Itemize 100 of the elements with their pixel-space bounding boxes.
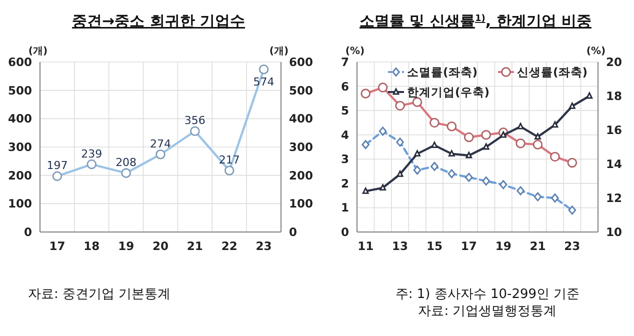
point xyxy=(430,162,438,171)
point xyxy=(516,138,526,148)
y-tick-label: 600 xyxy=(8,55,32,70)
x-tick-label: 15 xyxy=(426,239,442,253)
point xyxy=(446,121,457,132)
y-tick-label: 400 xyxy=(8,112,32,126)
point xyxy=(380,184,386,190)
point xyxy=(430,118,440,128)
x-tick-label: 19 xyxy=(495,239,512,253)
x-tick-label: 19 xyxy=(118,239,134,253)
data-label: 239 xyxy=(81,147,102,160)
point xyxy=(396,138,404,147)
point xyxy=(568,206,576,215)
point xyxy=(52,171,62,182)
point xyxy=(550,152,560,162)
point xyxy=(86,159,97,170)
y2-tick-label: 20 xyxy=(606,55,622,70)
y-tick-label: 1 xyxy=(340,200,349,215)
text: 자료: 중견기업 기본통계 xyxy=(28,287,171,302)
point xyxy=(378,82,388,92)
y-tick-label: 3 xyxy=(340,152,349,166)
x-tick-label: 13 xyxy=(392,239,408,253)
point xyxy=(482,176,490,186)
point xyxy=(224,166,234,176)
data-label: 197 xyxy=(46,159,68,172)
y2-axis-title: (%) xyxy=(586,46,606,57)
point xyxy=(464,172,473,182)
y2-tick-label: 100 xyxy=(289,196,314,211)
point xyxy=(412,97,422,107)
x-tick-label: 17 xyxy=(49,239,66,253)
point xyxy=(481,130,492,140)
x-tick-label: 23 xyxy=(564,239,580,253)
y-axis-title: (%) xyxy=(345,46,365,57)
x-tick-label: 23 xyxy=(256,239,272,253)
point xyxy=(156,149,166,160)
x-tick-label: 20 xyxy=(152,239,169,253)
data-label: 574 xyxy=(253,75,274,88)
x-tick-label: 21 xyxy=(186,239,203,253)
y2-tick-label: 200 xyxy=(289,168,314,182)
point xyxy=(534,192,542,202)
point xyxy=(482,143,490,150)
point xyxy=(258,64,269,74)
point xyxy=(499,180,508,190)
point xyxy=(448,150,455,156)
data-label: 356 xyxy=(184,114,206,128)
point xyxy=(431,142,438,148)
y-tick-label: 6 xyxy=(340,79,349,94)
y2-tick-label: 500 xyxy=(289,83,314,98)
y2-tick-label: 10 xyxy=(606,225,622,240)
text: 자료: 기업생멸행정통계 xyxy=(418,304,557,319)
x-tick-label: 22 xyxy=(221,239,238,253)
point xyxy=(378,126,387,136)
point xyxy=(395,100,405,111)
y-tick-label: 500 xyxy=(8,83,32,98)
point xyxy=(413,166,422,175)
y2-tick-label: 18 xyxy=(606,89,622,104)
y2-tick-label: 300 xyxy=(289,140,314,154)
data-label: 217 xyxy=(218,154,240,167)
y2-axis-title: (개) xyxy=(269,46,289,57)
y-tick-label: 4 xyxy=(340,128,349,142)
y2-tick-label: 12 xyxy=(606,191,622,206)
point xyxy=(466,152,472,158)
y2-tick-label: 14 xyxy=(606,157,622,172)
y-tick-label: 200 xyxy=(8,168,32,182)
x-tick-label: 11 xyxy=(358,239,374,253)
legend-label: 소멸률(좌축) xyxy=(407,65,478,80)
y-tick-label: 2 xyxy=(340,176,349,190)
point xyxy=(362,140,370,150)
point xyxy=(568,102,576,109)
y2-tick-label: 600 xyxy=(289,55,314,70)
legend-label: 신생률(좌축) xyxy=(517,65,588,80)
data-label: 274 xyxy=(150,137,171,150)
point xyxy=(396,170,404,177)
y-tick-label: 300 xyxy=(8,140,32,154)
y-tick-label: 100 xyxy=(8,196,32,211)
point xyxy=(516,186,524,196)
point xyxy=(552,121,558,128)
y2-tick-label: 0 xyxy=(289,225,298,240)
y-tick-label: 0 xyxy=(340,225,349,240)
x-tick-label: 17 xyxy=(460,239,477,253)
y-tick-label: 0 xyxy=(24,225,32,240)
x-tick-label: 18 xyxy=(84,239,100,253)
point xyxy=(517,122,524,130)
point xyxy=(551,194,559,202)
point xyxy=(532,140,543,150)
text: 주: 1) 종사자수 10-299인 기준 xyxy=(395,287,580,302)
legend-label: 한계기업(우축) xyxy=(407,85,490,100)
point xyxy=(190,126,200,136)
point xyxy=(448,169,456,178)
point xyxy=(121,168,131,178)
data-label: 208 xyxy=(116,156,137,170)
point xyxy=(500,131,507,138)
point xyxy=(586,92,593,99)
point xyxy=(360,88,371,98)
y-tick-label: 7 xyxy=(340,55,349,70)
point xyxy=(567,158,578,168)
y-tick-label: 5 xyxy=(340,104,349,118)
point xyxy=(362,188,369,194)
y2-tick-label: 16 xyxy=(606,123,622,138)
y-axis-title: (개) xyxy=(28,46,48,57)
